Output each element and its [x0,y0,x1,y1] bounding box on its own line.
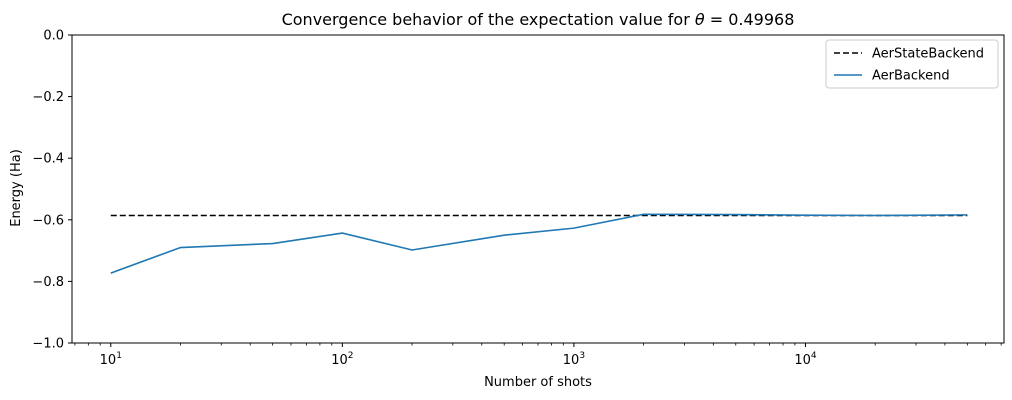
y-axis-label: Energy (Ha) [9,149,24,227]
y-tick-label: −1.0 [32,337,64,352]
x-tick-label: 104 [794,351,817,368]
y-tick-label: −0.4 [32,152,64,167]
series-line-2 [110,213,968,274]
x-tick-label: 103 [563,351,585,368]
y-tick-label: −0.8 [32,275,64,290]
legend-box [825,39,999,89]
plot-area: −1.0 −0.8 −0.6 −0.4 −0.2 0.0 101 102 103 104 [32,29,1005,368]
x-tick-label: 101 [100,351,122,368]
x-axis-label: Number of shots [484,375,592,390]
y-tick-label: −0.2 [32,90,64,105]
y-tick-label: 0.0 [43,29,64,44]
legend-label-2: AerBackend [872,69,950,84]
x-tick-label: 102 [331,351,353,368]
legend-label-1: AerStateBackend [872,47,984,62]
chart-title: Convergence behavior of the expectation … [282,10,795,29]
y-tick-label: −0.6 [32,213,64,228]
legend: AerStateBackend AerBackend [825,39,999,89]
